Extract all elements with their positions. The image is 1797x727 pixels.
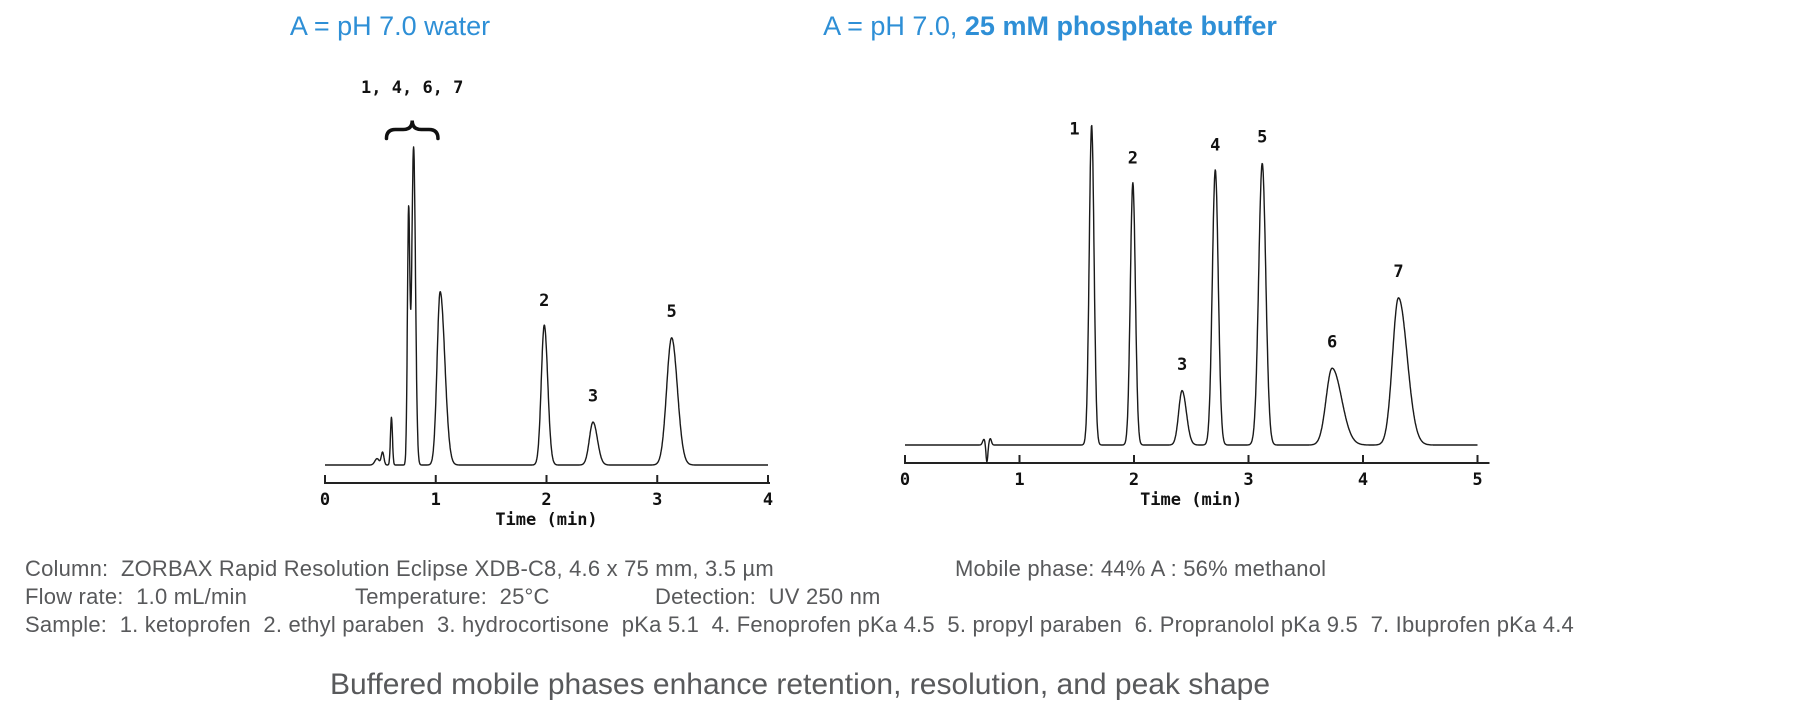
condition-sample-list: Sample: 1. ketoprofen 2. ethyl paraben 3… <box>25 612 1574 637</box>
condition-detection: Detection: UV 250 nm <box>655 584 881 609</box>
x-tick-label: 0 <box>320 490 330 510</box>
right-chart-title-bold-segment: 25 mM phosphate buffer <box>964 11 1277 41</box>
peak-label-5: 5 <box>1257 128 1267 148</box>
x-tick-label: 1 <box>431 490 441 510</box>
x-tick-label: 4 <box>1358 470 1368 490</box>
right-chart-title-prefix: A = pH 7.0, <box>823 11 965 41</box>
peak-label-4: 4 <box>1210 136 1220 156</box>
condition-flow-rate: Flow rate: 1.0 mL/min <box>25 584 248 609</box>
peak-label-6: 6 <box>1327 332 1337 352</box>
x-tick-label: 2 <box>541 490 551 510</box>
peak-label-3: 3 <box>588 386 598 406</box>
left-chart-title: A = pH 7.0 water <box>289 11 491 41</box>
x-tick-label: 4 <box>763 490 773 510</box>
coelution-brace <box>384 120 440 141</box>
x-tick-label: 1 <box>1014 470 1024 490</box>
caption: Buffered mobile phases enhance retention… <box>329 668 1271 701</box>
chromatogram-trace <box>904 124 1478 463</box>
peak-label-2: 2 <box>539 291 549 311</box>
chromatogram-trace <box>324 146 769 466</box>
peak-label-3: 3 <box>1177 355 1187 375</box>
peak-label-7: 7 <box>1393 262 1403 282</box>
peak-label-1: 1 <box>1069 120 1079 140</box>
x-tick-label: 0 <box>900 470 910 490</box>
x-axis-title: Time (min) <box>495 510 597 530</box>
condition-temperature: Temperature: 25°C <box>355 584 550 609</box>
x-tick-label: 5 <box>1472 470 1482 490</box>
conditions-block: Column: ZORBAX Rapid Resolution Eclipse … <box>25 556 1797 640</box>
x-tick-label: 3 <box>1243 470 1253 490</box>
peak-label-5: 5 <box>667 302 677 322</box>
right-chart-title: A = pH 7.0, 25 mM phosphate buffer <box>760 11 1340 42</box>
right-chromatogram: 0 1 2 3 4 5 Time (min) 1 2 3 4 5 6 7 <box>900 120 1490 510</box>
x-tick-label: 3 <box>652 490 662 510</box>
coelution-peaks-label: 1, 4, 6, 7 <box>361 78 463 98</box>
condition-mobile-phase: Mobile phase: 44% A : 56% methanol <box>955 556 1327 581</box>
condition-column: Column: ZORBAX Rapid Resolution Eclipse … <box>25 556 774 581</box>
x-tick-label: 2 <box>1129 470 1139 490</box>
x-axis-title: Time (min) <box>1140 490 1242 510</box>
peak-label-2: 2 <box>1128 148 1138 168</box>
